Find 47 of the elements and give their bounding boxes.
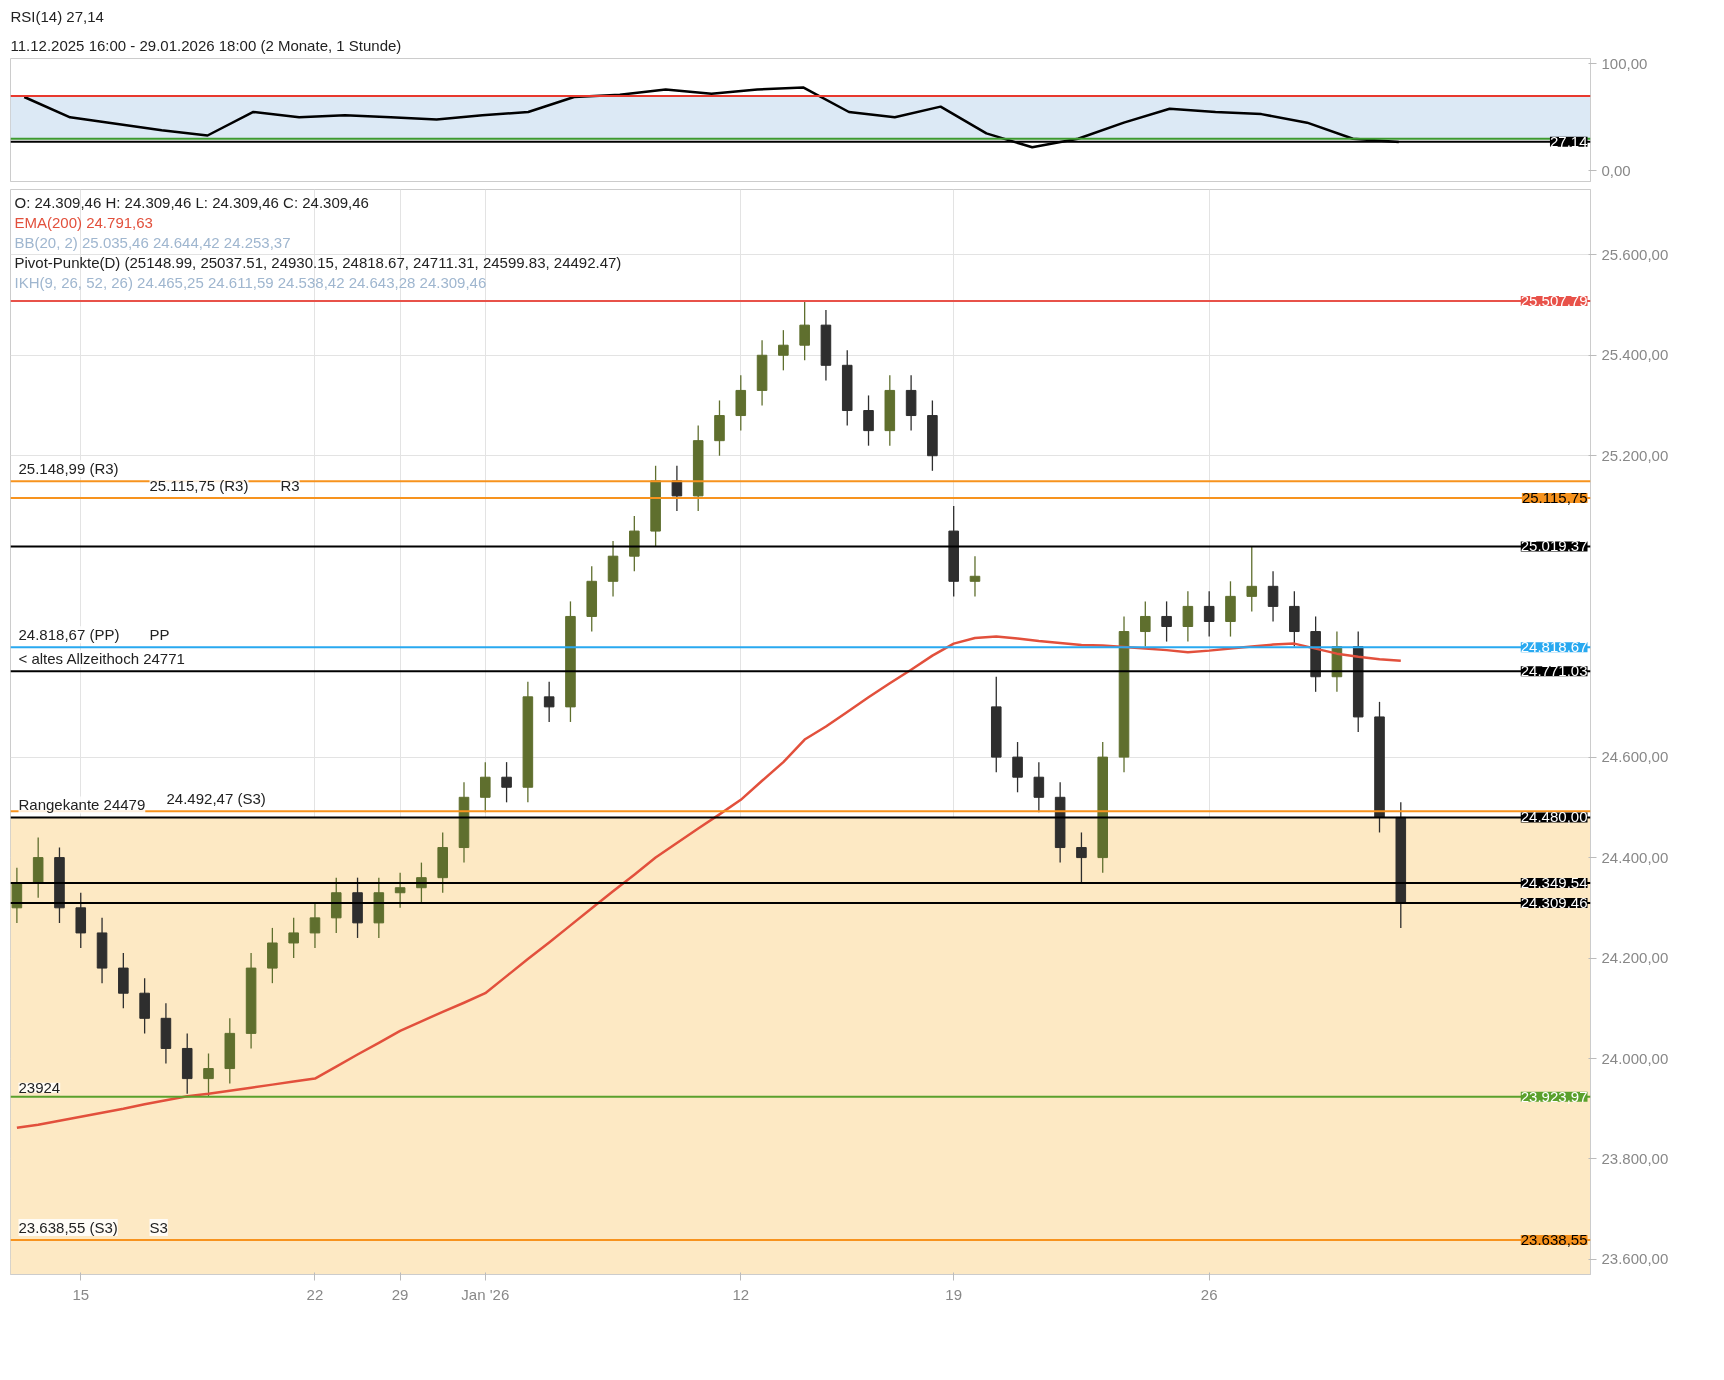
- x-tick-label: Jan '26: [461, 1285, 510, 1303]
- y-tick-label: 100,00: [1601, 54, 1648, 72]
- chart-title: RSI(14) 27,14: [10, 7, 104, 25]
- ref-line-label: 25.115,75: [1521, 489, 1588, 507]
- ref-line-label: 25.019,37: [1520, 537, 1588, 555]
- ref-line-label: 25.507,79: [1520, 292, 1588, 310]
- ref-line-label: 24.349,54: [1520, 873, 1588, 891]
- ref-line-label: 23.638,55: [1520, 1231, 1588, 1249]
- annotation: 23.638,55 (S3): [18, 1219, 118, 1237]
- y-tick-label: 23.600,00: [1601, 1250, 1669, 1268]
- y-tick-label: 24.200,00: [1601, 949, 1669, 967]
- annotation: 24.492,47 (S3): [166, 790, 266, 808]
- x-tick-label: 15: [72, 1285, 90, 1303]
- x-tick-label: 29: [391, 1285, 409, 1303]
- annotation: 25.115,75 (R3): [149, 477, 249, 495]
- annotation: Rangekante 24479: [18, 796, 146, 814]
- annotation: 24.818,67 (PP): [18, 626, 120, 644]
- y-tick-label: 25.200,00: [1601, 446, 1669, 464]
- y-tick-label: 24.600,00: [1601, 748, 1669, 766]
- x-tick-label: 19: [945, 1285, 963, 1303]
- annotation: O: 24.309,46 H: 24.309,46 L: 24.309,46 C: 24.309,46: [14, 193, 369, 211]
- annotation: IKH(9, 26, 52, 26) 24.465,25 24.611,59 24.538,42 24.643,28 24.309,46: [14, 273, 487, 291]
- text: EMA(200) 24.791,63: [14, 213, 153, 231]
- x-tick-label: 22: [306, 1285, 324, 1303]
- ref-line-label: 24.480,00: [1520, 808, 1588, 826]
- annotation: 23924: [18, 1078, 61, 1096]
- annotation: < altes Allzeithoch 24771: [18, 650, 185, 668]
- y-tick-label: 25.600,00: [1601, 245, 1669, 263]
- annotation: BB(20, 2) 25.035,46 24.644,42 24.253,37: [14, 233, 291, 251]
- y-tick-label: 24.000,00: [1601, 1049, 1669, 1067]
- annotation: S3: [149, 1219, 168, 1237]
- chart-subtitle: 11.12.2025 16:00 - 29.01.2026 18:00 (2 Monate, 1 Stunde): [10, 36, 402, 54]
- x-tick-label: 26: [1200, 1285, 1218, 1303]
- ref-line-label: 24.309,46: [1520, 894, 1588, 912]
- ref-line-label: 27,14: [1549, 132, 1588, 150]
- annotation: R3: [280, 477, 300, 495]
- annotation: Pivot-Punkte(D) (25148.99, 25037.51, 24930.15, 24818.67, 24711.31, 24599.83, 24492.47): [14, 253, 622, 271]
- ref-line-label: 24.818,67: [1520, 638, 1588, 656]
- ref-line-label: 23.923,97: [1520, 1087, 1588, 1105]
- y-tick-label: 25.400,00: [1601, 346, 1669, 364]
- x-tick-label: 12: [732, 1285, 750, 1303]
- y-tick-label: 0,00: [1601, 161, 1631, 179]
- ref-line-label: 24.771,03: [1520, 662, 1588, 680]
- y-tick-label: 24.400,00: [1601, 848, 1669, 866]
- y-tick-label: 23.800,00: [1601, 1149, 1669, 1167]
- annotation: 25.148,99 (R3): [18, 460, 119, 478]
- annotation: PP: [149, 626, 170, 644]
